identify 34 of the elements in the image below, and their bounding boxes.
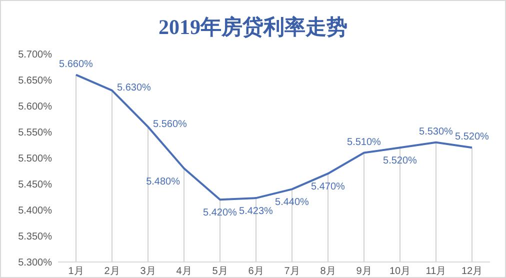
x-tick-label: 4月 — [176, 266, 192, 277]
y-tick-label: 5.350% — [18, 232, 52, 242]
x-tick-label: 8月 — [320, 266, 336, 277]
x-tick-label: 2月 — [104, 266, 120, 277]
x-tick-label: 9月 — [356, 266, 372, 277]
y-tick-label: 5.600% — [18, 102, 52, 112]
y-tick-label: 5.500% — [18, 154, 52, 164]
data-label: 5.660% — [59, 58, 94, 70]
x-tick-label: 11月 — [426, 266, 446, 277]
x-tick-label: 10月 — [389, 266, 411, 277]
y-tick-label: 5.400% — [18, 206, 52, 216]
x-tick-label: 6月 — [248, 266, 264, 277]
data-label: 5.470% — [311, 182, 346, 193]
y-tick-label: 5.700% — [18, 50, 52, 60]
data-label: 5.480% — [146, 176, 180, 188]
x-tick-label: 3月 — [140, 266, 156, 277]
data-label: 5.420% — [203, 208, 238, 219]
x-tick-label: 7月 — [284, 266, 300, 277]
data-label: 5.520% — [455, 132, 490, 143]
x-tick-label: 5月 — [212, 266, 228, 277]
x-tick-label: 12月 — [461, 266, 483, 277]
data-label: 5.520% — [383, 156, 418, 167]
data-label: 5.440% — [275, 197, 310, 208]
data-label: 5.560% — [153, 118, 188, 130]
data-label: 5.423% — [239, 206, 274, 218]
y-tick-label: 5.650% — [18, 76, 52, 86]
data-label: 5.630% — [117, 82, 152, 94]
y-tick-label: 5.550% — [18, 128, 52, 138]
y-tick-label: 5.300% — [18, 258, 52, 268]
data-label: 5.510% — [347, 136, 382, 148]
chart-title: 2019年房贷利率走势 — [158, 15, 348, 39]
y-tick-label: 5.450% — [18, 180, 52, 190]
x-tick-label: 1月 — [68, 266, 84, 277]
data-label: 5.530% — [419, 126, 454, 138]
